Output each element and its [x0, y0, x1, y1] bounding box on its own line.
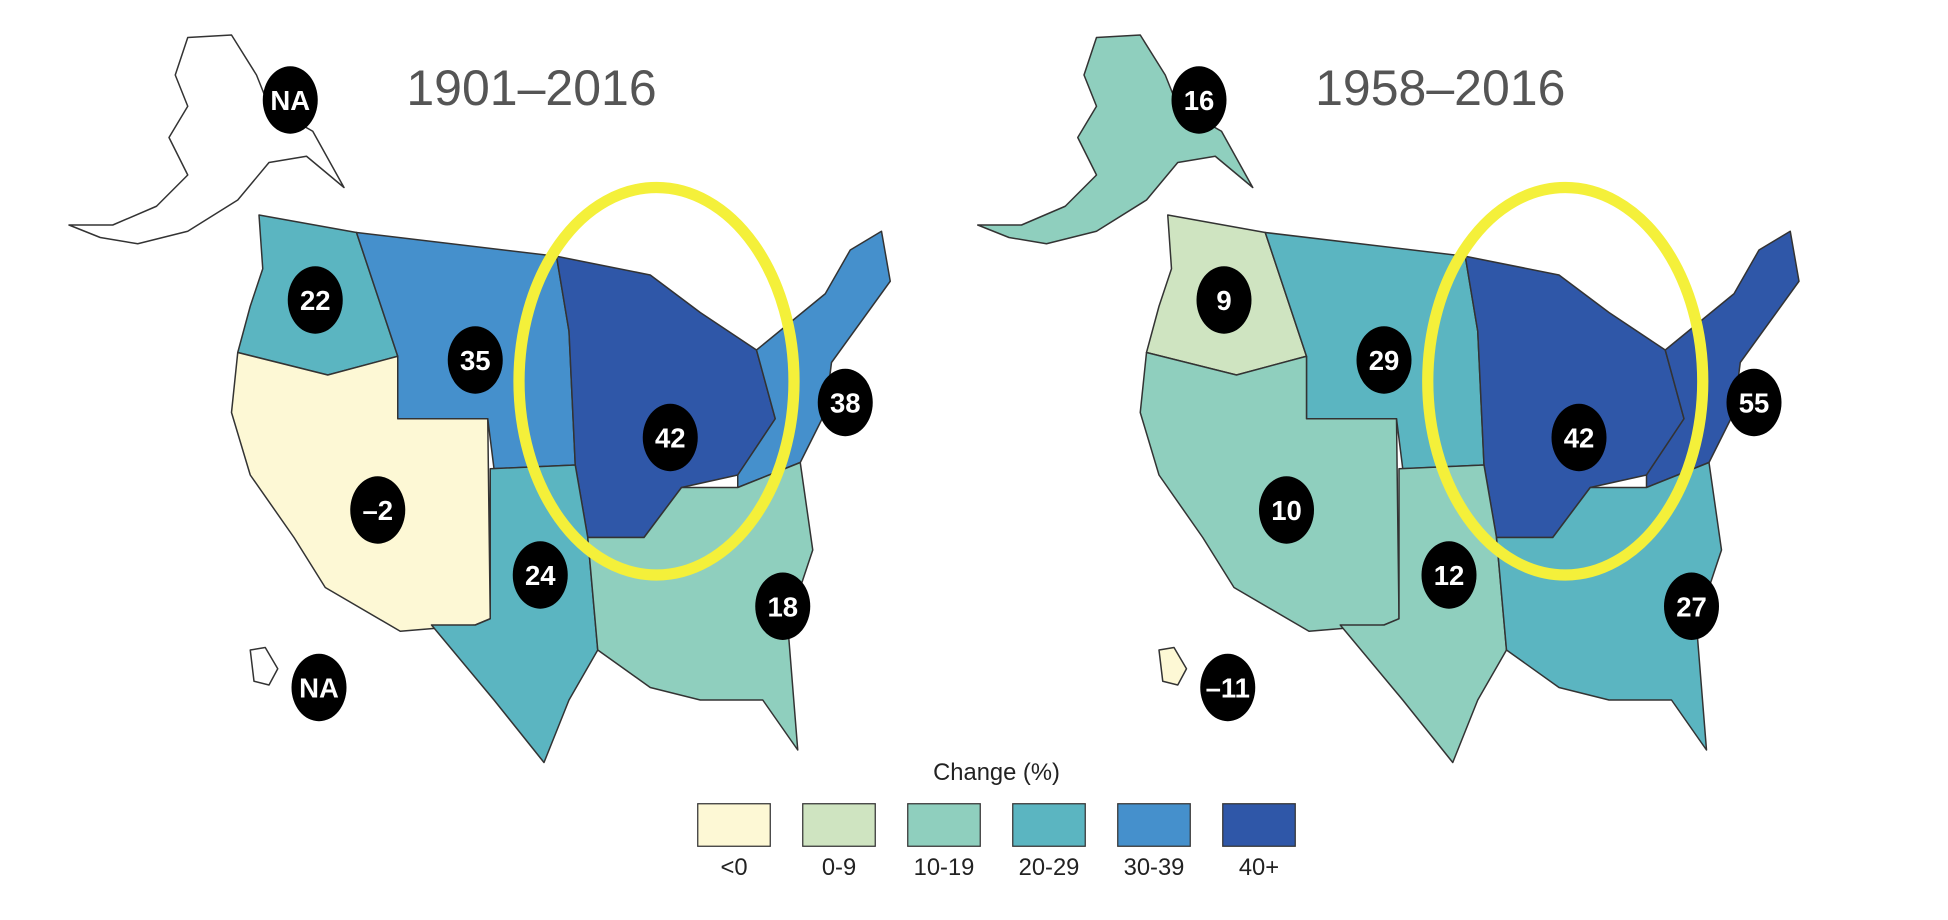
value-badge: [1200, 653, 1256, 722]
legend-swatch: [1222, 803, 1296, 847]
legend-label: 20-29: [1019, 854, 1080, 881]
value-badge: [1421, 541, 1477, 609]
region-value: 24: [525, 560, 556, 591]
map-title: 1958–2016: [1315, 60, 1565, 116]
region-value: NA: [270, 85, 310, 116]
value-badge: [1664, 572, 1719, 640]
legend-title: Change (%): [933, 759, 1060, 786]
value-badge: [642, 403, 698, 472]
region: [555, 255, 776, 539]
value-badge: [1259, 476, 1314, 544]
region-value: –11: [1206, 673, 1250, 704]
region: [249, 646, 279, 686]
legend-swatch: [802, 803, 876, 847]
region-value: 12: [1434, 560, 1465, 591]
region: [1158, 646, 1188, 686]
region-value: 55: [1739, 388, 1770, 419]
region-value: 16: [1184, 85, 1215, 116]
region-value: 27: [1676, 591, 1707, 622]
map-panel: 1901–2016 NA 22 35 42 38 –2 24 18 NA: [68, 34, 891, 764]
legend-label: 10-19: [914, 854, 975, 881]
region-value: 42: [1564, 423, 1595, 454]
legend-label: 30-39: [1124, 854, 1185, 881]
value-badge: [1551, 403, 1607, 472]
highlight-circle: [1422, 181, 1709, 581]
legend-swatch: [1012, 803, 1086, 847]
region-value: 9: [1216, 285, 1231, 316]
value-badge: [287, 266, 343, 334]
region-value: NA: [299, 673, 339, 704]
value-badge: [447, 326, 503, 394]
legend-label: 0-9: [822, 854, 856, 881]
legend-swatch: [1117, 803, 1191, 847]
region-value: –2: [362, 495, 393, 526]
legend-label: <0: [720, 854, 747, 881]
legend-swatch: [697, 803, 771, 847]
value-badge: [1726, 368, 1782, 437]
value-badge: [350, 476, 406, 544]
region-value: 10: [1271, 495, 1302, 526]
value-badge: [1356, 326, 1412, 394]
value-badge: [291, 653, 347, 722]
value-badge: [1171, 66, 1227, 134]
region-value: 22: [300, 285, 331, 316]
map-title: 1901–2016: [406, 60, 656, 116]
region-value: 18: [767, 591, 798, 622]
highlight-circle: [513, 181, 800, 581]
value-badge: [755, 572, 811, 640]
region-value: 29: [1369, 345, 1400, 376]
region-value: 35: [460, 345, 491, 376]
region-value: 42: [655, 423, 686, 454]
map-panel: 1958–2016 16 9 29 42 55 10 12 27 –11: [977, 34, 1800, 764]
value-badge: [1196, 266, 1252, 334]
region: [1464, 255, 1685, 539]
legend-swatch: [907, 803, 981, 847]
value-badge: [262, 66, 318, 134]
region-value: 38: [830, 388, 861, 419]
value-badge: [512, 541, 568, 609]
value-badge: [817, 368, 873, 437]
legend-label: 40+: [1239, 854, 1279, 881]
region: [1339, 464, 1508, 764]
region: [430, 464, 599, 764]
